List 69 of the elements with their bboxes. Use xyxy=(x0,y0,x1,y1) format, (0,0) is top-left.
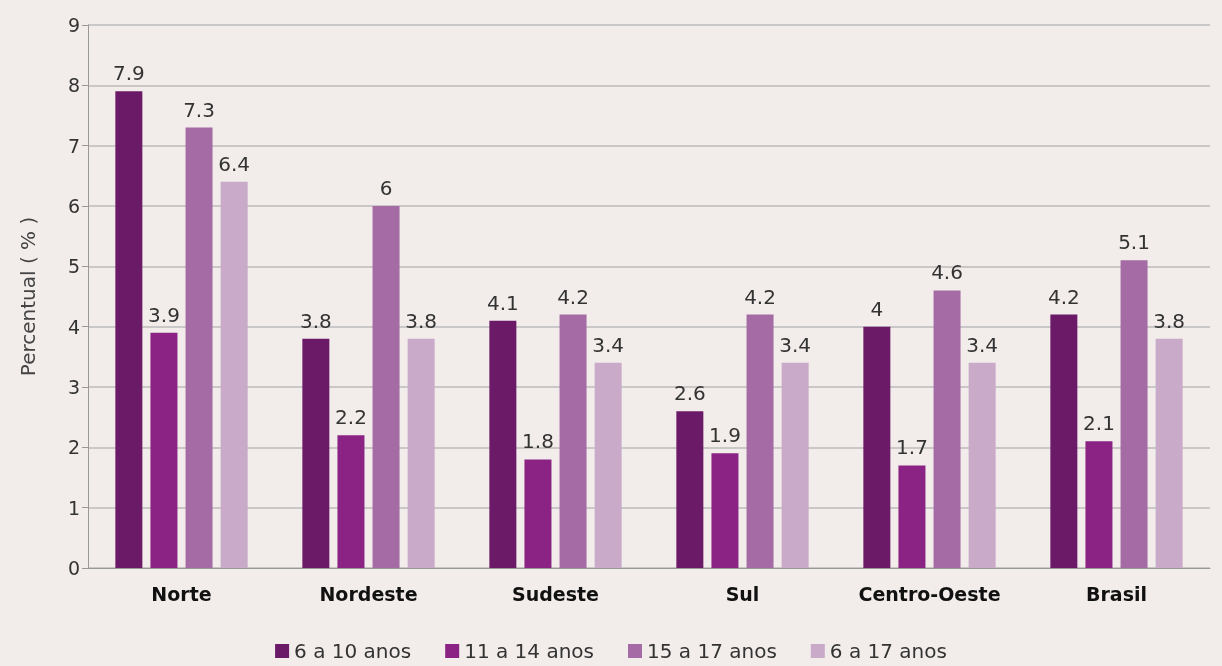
bar xyxy=(1050,314,1078,568)
data-label: 7.3 xyxy=(183,97,215,122)
data-label: 4.2 xyxy=(557,284,589,309)
data-label: 3.8 xyxy=(1153,308,1186,333)
y-tick-label: 9 xyxy=(67,14,80,36)
data-label: 1.8 xyxy=(522,429,554,454)
legend-label: 15 a 17 anos xyxy=(647,639,777,663)
bar xyxy=(676,411,704,568)
data-label: 3.8 xyxy=(299,308,332,333)
data-label: 3.9 xyxy=(148,302,180,327)
y-tick-label: 2 xyxy=(67,436,80,459)
x-tick-label: Nordeste xyxy=(319,582,418,605)
data-label: 4.6 xyxy=(931,260,963,285)
data-label: 1.9 xyxy=(709,423,741,448)
data-label: 3.4 xyxy=(966,332,999,357)
data-label: 4.2 xyxy=(1047,284,1080,309)
data-label: 4.1 xyxy=(486,290,519,315)
bar xyxy=(524,459,552,568)
y-tick-label: 7 xyxy=(67,134,80,157)
x-tick-label: Brasil xyxy=(1085,582,1148,605)
data-label: 3.4 xyxy=(779,332,812,357)
x-tick-label: Sudeste xyxy=(512,582,599,605)
y-tick-label: 1 xyxy=(67,496,80,519)
bar xyxy=(711,453,739,568)
data-label: 4.2 xyxy=(744,284,776,309)
bar xyxy=(185,127,213,568)
data-label: 7.9 xyxy=(112,61,145,86)
data-label: 3.8 xyxy=(405,308,438,333)
data-label: 3.4 xyxy=(592,332,625,357)
bar xyxy=(337,435,365,568)
x-tick-label: Centro-Oeste xyxy=(858,582,1001,605)
bar xyxy=(863,326,891,568)
data-label: 2.2 xyxy=(335,405,367,430)
y-tick-label: 4 xyxy=(67,315,80,338)
x-tick-label: Norte xyxy=(151,582,212,605)
legend-label: 11 a 14 anos xyxy=(464,639,595,663)
y-tick-label: 5 xyxy=(67,255,80,278)
bar xyxy=(150,332,178,568)
bar xyxy=(559,314,587,568)
bar xyxy=(489,320,517,568)
bar xyxy=(220,181,248,568)
data-label: 4 xyxy=(870,296,884,321)
data-label: 2.1 xyxy=(1083,411,1115,436)
legend-label: 6 a 10 anos xyxy=(294,639,412,663)
bar xyxy=(302,338,330,568)
y-tick-label: 3 xyxy=(67,376,80,398)
y-tick-label: 8 xyxy=(67,74,80,97)
y-tick-label: 6 xyxy=(67,195,80,217)
legend-label: 6 a 17 anos xyxy=(829,639,947,663)
bar xyxy=(1120,260,1148,568)
y-tick-label: 0 xyxy=(67,557,80,579)
bar xyxy=(933,290,961,568)
data-label: 5.1 xyxy=(1118,230,1150,255)
bar xyxy=(1155,338,1183,568)
data-label: 6 xyxy=(379,176,393,200)
bar xyxy=(746,314,774,568)
bar xyxy=(898,465,926,568)
y-axis-title: Percentual ( % ) xyxy=(16,216,40,377)
bar xyxy=(968,362,996,568)
bar xyxy=(372,206,400,568)
x-tick-label: Sul xyxy=(725,582,760,605)
bar xyxy=(781,362,809,568)
data-label: 6.4 xyxy=(218,151,251,176)
data-label: 1.7 xyxy=(896,435,928,460)
bar xyxy=(115,91,143,568)
data-label: 2.6 xyxy=(673,381,706,406)
bar xyxy=(594,362,622,568)
bar xyxy=(1085,441,1113,568)
bar xyxy=(407,338,435,568)
